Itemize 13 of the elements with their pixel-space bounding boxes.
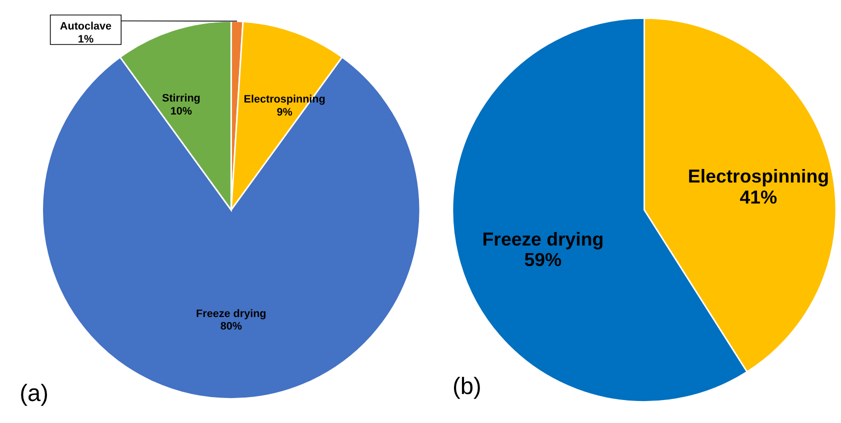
data-label: 9% xyxy=(276,106,293,119)
slice-label: Freeze drying xyxy=(482,228,604,250)
text: (b) xyxy=(452,374,482,400)
slice-label: Stirring xyxy=(162,92,200,105)
text: (a) xyxy=(20,380,49,407)
data-label: 59% xyxy=(524,248,562,270)
data-label: 41% xyxy=(740,186,778,208)
data-label: 1% xyxy=(78,34,94,46)
slice-label: Electrospinning xyxy=(688,166,830,187)
slice-label: Freeze drying xyxy=(196,308,266,320)
slice-label: Autoclave xyxy=(60,20,112,33)
data-label: 10% xyxy=(170,105,192,118)
data-label: 80% xyxy=(220,320,242,333)
